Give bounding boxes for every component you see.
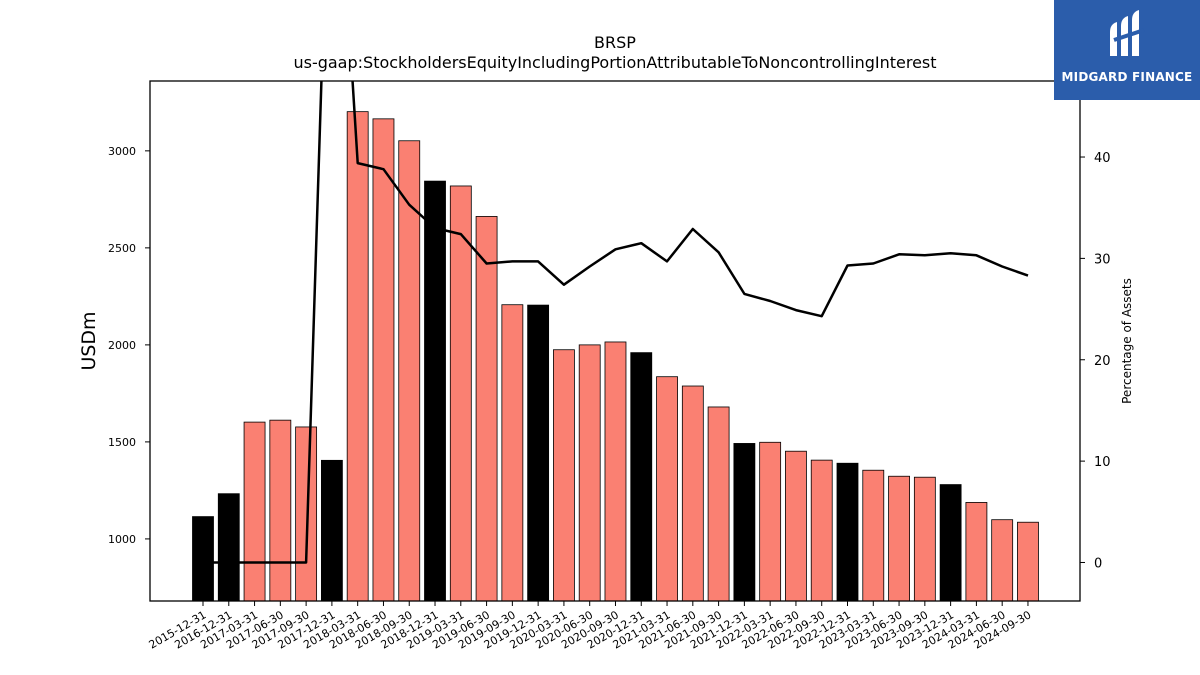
bar	[862, 469, 885, 601]
bar	[269, 419, 292, 601]
right-tick-label: 40	[1094, 151, 1111, 166]
bar	[810, 459, 833, 601]
left-tick-label: 3000	[108, 145, 136, 158]
left-axis-ticks: 1000 1500 2000 2500 3000	[108, 145, 150, 546]
left-tick-label: 1000	[108, 533, 136, 546]
bar	[965, 502, 988, 601]
bar	[578, 344, 601, 601]
left-tick-label: 1500	[108, 436, 136, 449]
right-tick-label: 0	[1094, 556, 1102, 571]
bar	[217, 493, 240, 601]
bar	[449, 185, 472, 601]
bar	[475, 216, 498, 601]
bar	[192, 516, 214, 601]
bar	[991, 519, 1014, 601]
bar	[501, 304, 524, 601]
right-axis-ticks: 0 10 20 30 40	[1080, 151, 1111, 571]
bar	[398, 140, 421, 601]
bar	[681, 385, 704, 601]
percentage-line	[203, 81, 1029, 564]
bar	[346, 111, 369, 601]
bar	[836, 462, 859, 601]
plot-frame	[149, 80, 1081, 602]
bar	[888, 475, 910, 601]
bar	[553, 349, 575, 601]
right-tick-label: 10	[1094, 455, 1111, 470]
bar	[424, 180, 446, 601]
bar	[630, 352, 653, 601]
x-axis-ticks: 2015-12-312016-12-312017-03-312017-06-30…	[147, 601, 1033, 652]
bar	[656, 376, 678, 601]
bar	[372, 118, 395, 601]
bar	[913, 476, 936, 601]
left-tick-label: 2000	[108, 339, 136, 352]
bar	[759, 441, 782, 601]
bar	[604, 341, 627, 601]
bar	[295, 426, 318, 601]
bar	[1017, 521, 1039, 601]
logo-text: MIDGARD FINANCE	[1061, 70, 1193, 84]
bar	[320, 459, 343, 601]
y-axis-label: USDm	[78, 311, 100, 370]
bar	[785, 450, 807, 601]
chart-subtitle: us-gaap:StockholdersEquityIncludingPorti…	[293, 53, 936, 72]
bar	[733, 443, 756, 601]
logo: MIDGARD FINANCE	[1054, 0, 1200, 100]
bar	[527, 304, 550, 601]
chart-title: BRSP	[594, 33, 636, 52]
line-series	[203, 81, 1029, 564]
bar	[707, 406, 730, 601]
bar	[939, 484, 962, 601]
bar-series	[192, 111, 1039, 601]
logo-mark-icon	[1110, 10, 1145, 56]
right-tick-label: 20	[1094, 354, 1111, 369]
left-tick-label: 2500	[108, 242, 136, 255]
bar	[243, 421, 266, 601]
right-tick-label: 30	[1094, 252, 1111, 267]
y2-axis-label: Percentage of Assets	[1120, 278, 1134, 404]
